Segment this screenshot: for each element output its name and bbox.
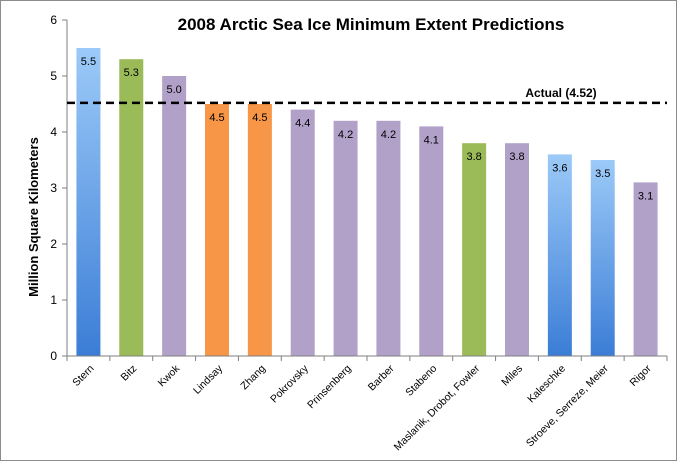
bar-value-label: 3.8	[466, 151, 481, 163]
x-tick-label: Barber	[366, 362, 397, 393]
y-axis: 0 1 2 3 4 5 6	[50, 13, 68, 363]
y-tick-label: 0	[50, 349, 57, 363]
bar	[205, 104, 229, 356]
bar	[633, 182, 658, 356]
bar-value-label: 4.2	[338, 129, 353, 141]
y-tick-label: 5	[50, 69, 57, 83]
x-tick-label: Kaleschke	[525, 363, 568, 406]
bar	[547, 154, 572, 356]
bar	[119, 59, 144, 356]
x-tick-label: Stern	[70, 363, 96, 389]
y-tick-label: 1	[50, 293, 57, 307]
bar-value-label: 5.5	[81, 56, 96, 68]
bar-value-label: 4.5	[209, 112, 224, 124]
bar	[419, 126, 444, 357]
bar	[333, 120, 358, 356]
reference-line-group: Actual (4.52)	[67, 86, 667, 105]
x-tick-label: Prinsenberg	[305, 363, 354, 412]
chart-title: 2008 Arctic Sea Ice Minimum Extent Predi…	[178, 15, 565, 34]
bar	[247, 104, 272, 356]
x-tick-label: Rigor	[627, 362, 654, 389]
bar	[376, 120, 401, 356]
bar	[462, 143, 487, 356]
bar-value-label: 3.8	[509, 151, 524, 163]
reference-line-label: Actual (4.52)	[525, 86, 596, 100]
bars: 5.5 5.3 5.0 4.5 4.5 4.4 4.2 4.2 4.1 3.8 3.8 3.6 3.5 3…	[76, 48, 658, 357]
x-tick-label: Miles	[499, 363, 525, 389]
bar	[162, 76, 187, 356]
bar-value-label: 4.1	[424, 134, 439, 146]
bar	[76, 48, 101, 356]
x-tick-label: Bitz	[119, 363, 140, 384]
x-tick-label: Lindsay	[191, 362, 226, 397]
x-axis: Stern Bitz Kwok Lindsay Zhang PokrovskyPrinse…	[66, 355, 668, 453]
x-tick-label: Maslanik, Drobot, Fowler	[392, 362, 483, 453]
y-tick-label: 3	[50, 181, 57, 195]
x-tick-label: Stroeve, Serreze, Meier	[524, 362, 611, 449]
bar	[590, 160, 615, 356]
y-tick-label: 6	[50, 13, 57, 27]
bar-value-label: 4.2	[381, 129, 396, 141]
bar-value-label: 3.5	[595, 168, 610, 180]
bar-value-label: 3.1	[638, 190, 653, 202]
y-tick-label: 2	[50, 237, 57, 251]
bar-value-label: 5.0	[166, 84, 181, 96]
x-tick-label: Stabeno	[403, 363, 439, 399]
bar-value-label: 4.4	[295, 118, 310, 130]
x-tick-label: Kwok	[156, 362, 183, 389]
bar-value-label: 4.5	[252, 112, 267, 124]
bar	[290, 109, 315, 356]
bar	[505, 143, 529, 356]
x-tick-label: Pokrovsky	[268, 362, 311, 405]
bar-value-label: 3.6	[552, 162, 567, 174]
y-tick-label: 4	[50, 125, 57, 139]
bar-value-label: 5.3	[124, 67, 139, 79]
x-tick-label: Zhang	[238, 363, 268, 393]
y-axis-label: Million Square Kilometers	[26, 137, 41, 297]
